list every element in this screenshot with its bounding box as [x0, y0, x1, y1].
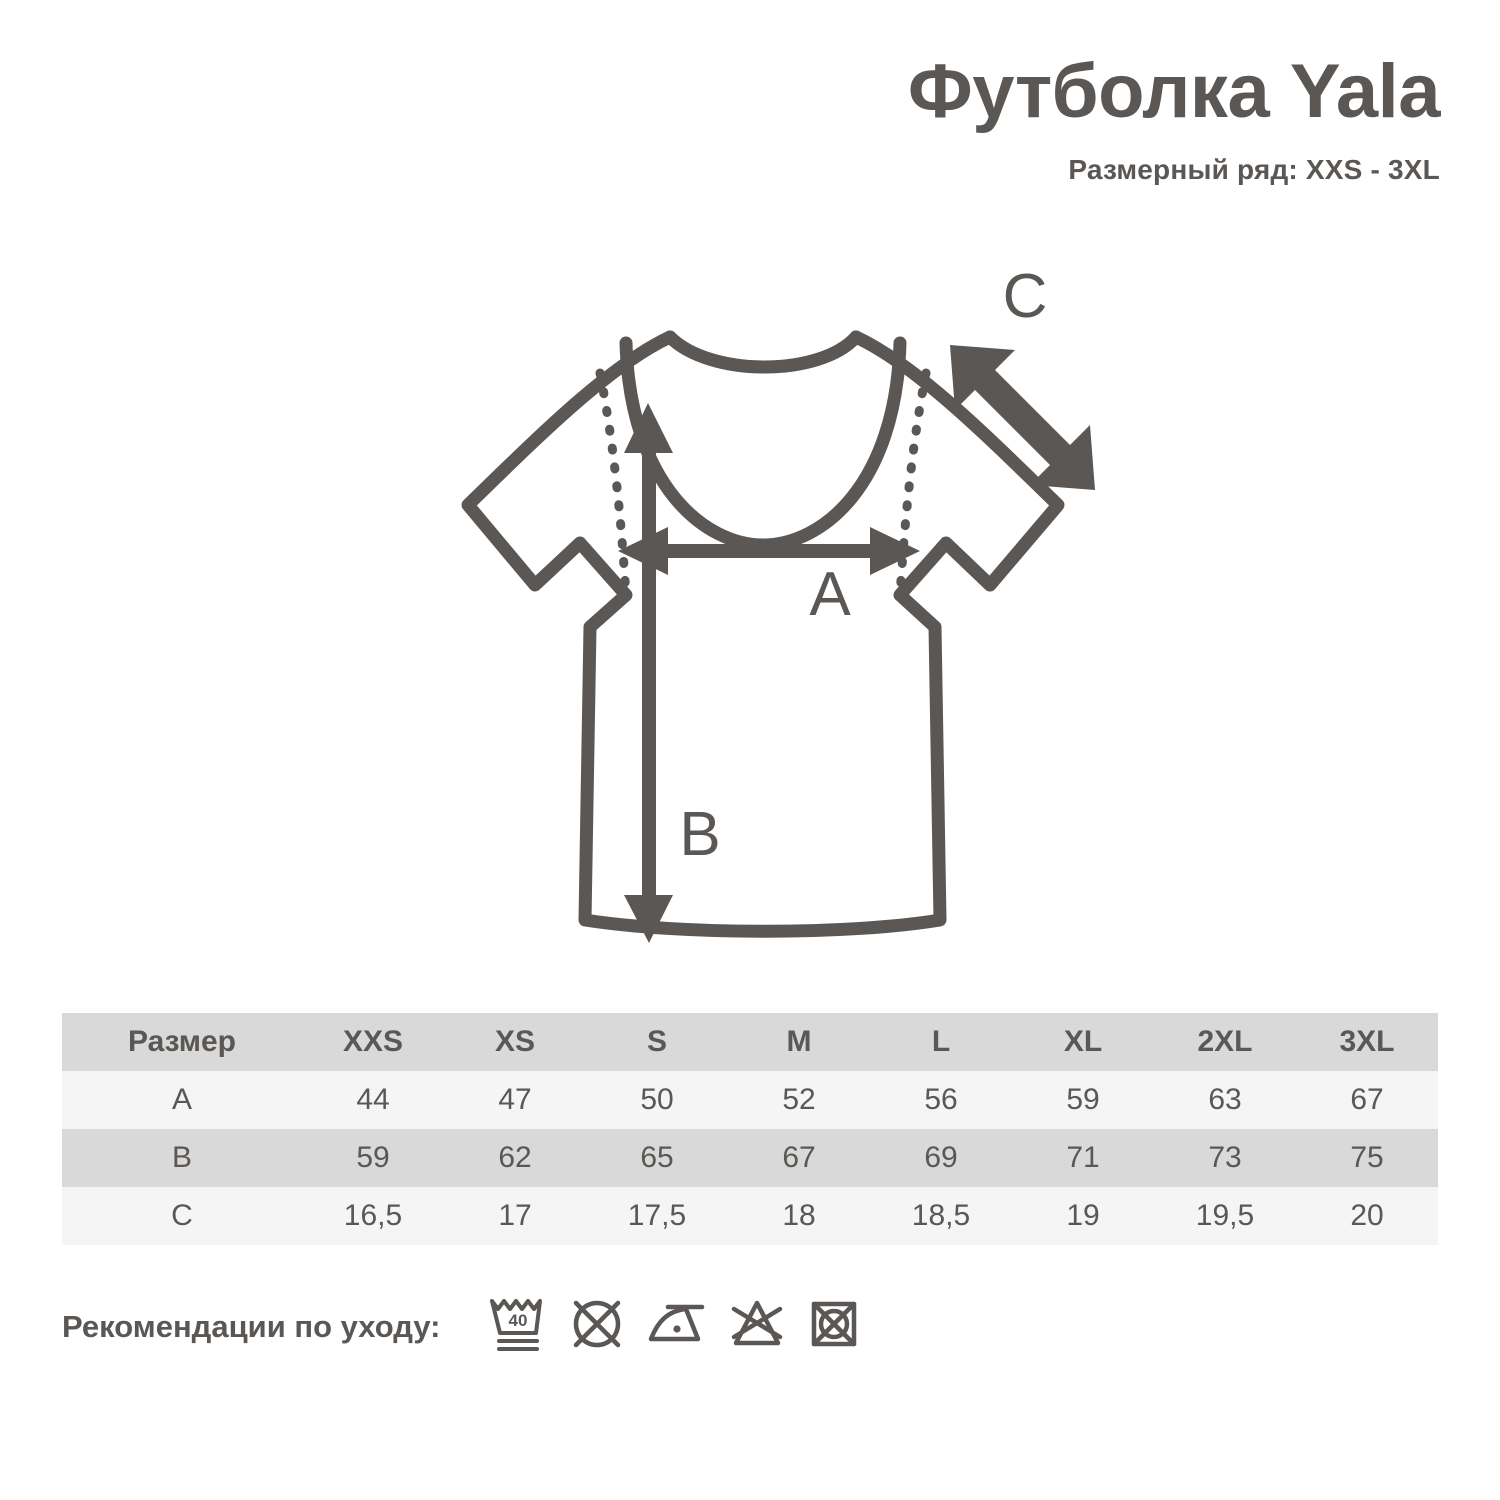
table-cell: 69 [924, 1141, 958, 1174]
table-cell: 71 [1066, 1141, 1100, 1174]
measure-c-arrow [950, 345, 1095, 490]
care-instructions-row: Рекомендации по уходу: 40 [62, 1293, 862, 1360]
table-cell: 52 [782, 1083, 816, 1116]
size-table: Размер XXS XS S M L XL 2XL 3XL A 44 47 5… [62, 1013, 1438, 1245]
table-cell: 59 [356, 1141, 390, 1174]
care-instructions-label: Рекомендации по уходу: [62, 1308, 441, 1344]
table-cell: 20 [1350, 1199, 1384, 1232]
table-cell: 75 [1350, 1141, 1384, 1174]
table-cell: 44 [356, 1083, 390, 1116]
measure-a-arrow [618, 527, 920, 575]
column-header-size: 3XL [1339, 1025, 1395, 1058]
table-cell: 19,5 [1195, 1199, 1255, 1232]
iron-dot [673, 1325, 682, 1333]
wash-40-gentle-icon: 40 [488, 1293, 548, 1360]
table-cell: 65 [640, 1141, 674, 1174]
table-row: C 16,5 17 17,5 18 18,5 19 19,5 20 [62, 1187, 1438, 1245]
table-cell: 67 [782, 1141, 816, 1174]
table-cell: 18 [782, 1199, 816, 1232]
measure-a-label: A [809, 560, 851, 629]
iron-low-one-dot-icon [646, 1293, 708, 1360]
do-not-bleach-icon [728, 1293, 786, 1360]
table-cell: 50 [640, 1083, 674, 1116]
table-cell: 62 [498, 1141, 532, 1174]
table-header-row: Размер XXS XS S M L XL 2XL 3XL [62, 1013, 1438, 1071]
header: Футболка Yala Размерный ряд: XXS - 3XL [540, 49, 1441, 186]
column-header-size: XL [1063, 1025, 1103, 1058]
measure-c-label: C [1003, 262, 1048, 331]
row-label: C [171, 1199, 193, 1232]
column-header-label: Размер [127, 1025, 237, 1058]
wash-temperature-text: 40 [509, 1311, 528, 1330]
care-icons-group: 40 [488, 1293, 862, 1360]
do-not-dry-clean-icon [568, 1293, 626, 1360]
column-header-size: L [931, 1025, 951, 1058]
row-label: A [171, 1083, 192, 1116]
tshirt-measurement-diagram: A B C [430, 255, 1110, 955]
do-not-tumble-dry-icon [806, 1293, 862, 1360]
column-header-size: XXS [342, 1025, 404, 1058]
table-cell: 56 [924, 1083, 958, 1116]
table-cell: 73 [1208, 1141, 1242, 1174]
column-header-size: XS [494, 1025, 536, 1058]
table-cell: 47 [498, 1083, 532, 1116]
table-cell: 18,5 [911, 1199, 971, 1232]
row-label: B [171, 1141, 192, 1174]
page-title: Футболка Yala [907, 49, 1441, 134]
table-cell: 17 [498, 1199, 532, 1232]
table-cell: 16,5 [343, 1199, 403, 1232]
column-header-size: 2XL [1197, 1025, 1253, 1058]
measure-b-label: B [679, 800, 720, 869]
size-range-subtitle: Размерный ряд: XXS - 3XL [1068, 153, 1440, 185]
table-cell: 63 [1208, 1083, 1242, 1116]
table-cell: 17,5 [627, 1199, 687, 1232]
table-row: A 44 47 50 52 56 59 63 67 [62, 1071, 1438, 1129]
column-header-size: M [786, 1025, 812, 1058]
table-cell: 59 [1066, 1083, 1100, 1116]
column-header-size: S [646, 1025, 667, 1058]
table-cell: 19 [1066, 1199, 1100, 1232]
table-cell: 67 [1350, 1083, 1384, 1116]
table-row: B 59 62 65 67 69 71 73 75 [62, 1129, 1438, 1187]
